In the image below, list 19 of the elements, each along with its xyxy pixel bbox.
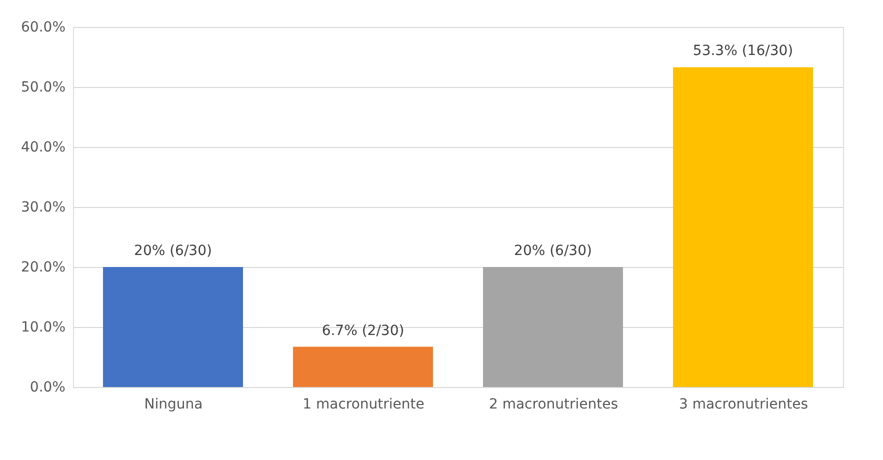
- data-label: 20% (6/30): [134, 243, 212, 259]
- y-tick-label: 0.0%: [30, 380, 66, 396]
- y-tick-label: 60.0%: [21, 20, 66, 36]
- bar: [293, 346, 433, 387]
- y-tick-label: 30.0%: [21, 200, 66, 216]
- bar: [103, 267, 243, 387]
- x-tick-label: 1 macronutriente: [302, 396, 424, 412]
- bar: [673, 67, 813, 387]
- y-tick-label: 20.0%: [21, 260, 66, 276]
- y-tick-label: 10.0%: [21, 320, 66, 336]
- x-tick-label: Ninguna: [144, 396, 203, 412]
- data-label: 6.7% (2/30): [322, 322, 404, 339]
- x-tick-label: 2 macronutrientes: [488, 396, 618, 412]
- x-tick-label: 3 macronutrientes: [678, 396, 808, 412]
- y-tick-label: 50.0%: [21, 80, 66, 96]
- data-label: 20% (6/30): [514, 243, 592, 259]
- data-label: 53.3% (16/30): [692, 43, 794, 60]
- bar: [483, 267, 623, 387]
- y-tick-label: 40.0%: [21, 140, 66, 156]
